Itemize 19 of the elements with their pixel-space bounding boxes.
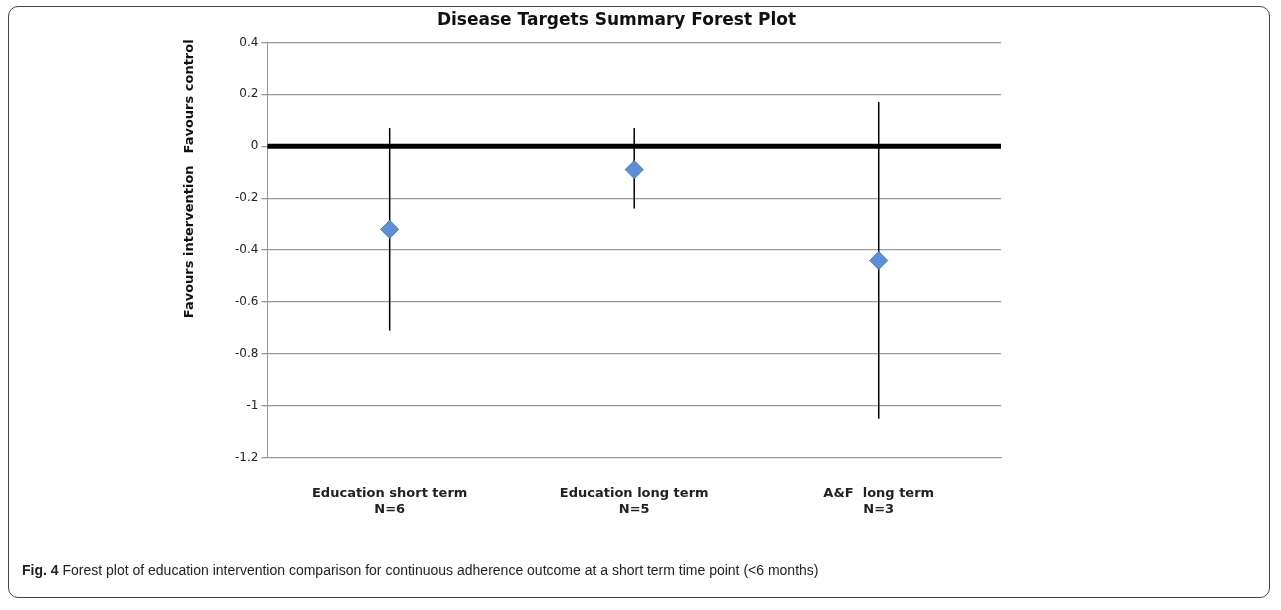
y-tick-label: -0.2 [234,190,259,205]
y-tick-label: 0 [250,138,259,153]
y-tick-label: 0.4 [239,34,259,49]
x-tick-label: Education long term N=5 [559,484,709,516]
y-tick-label: 0.2 [239,86,259,101]
point [624,160,644,180]
text: Favours intervention [180,165,196,319]
x-tick-label: Education short term N=6 [311,484,468,516]
y-tick-label: -1 [246,398,259,412]
point [380,219,400,239]
y-tick-label: -0.8 [234,346,259,361]
text: Favours control [180,39,196,154]
chart-title: Disease Targets Summary Forest Plot [436,8,797,29]
y-tick-label: -0.4 [234,242,259,257]
y-tick-label: -0.6 [234,294,259,309]
point [869,250,889,270]
caption: Fig. 4 Forest plot of education intervention comparison for continuous adherence outcome at a short term time point (<6 months) [22,562,819,578]
y-tick-label: -1.2 [234,449,259,464]
x-tick-label: A&F long term N=3 [823,484,935,516]
